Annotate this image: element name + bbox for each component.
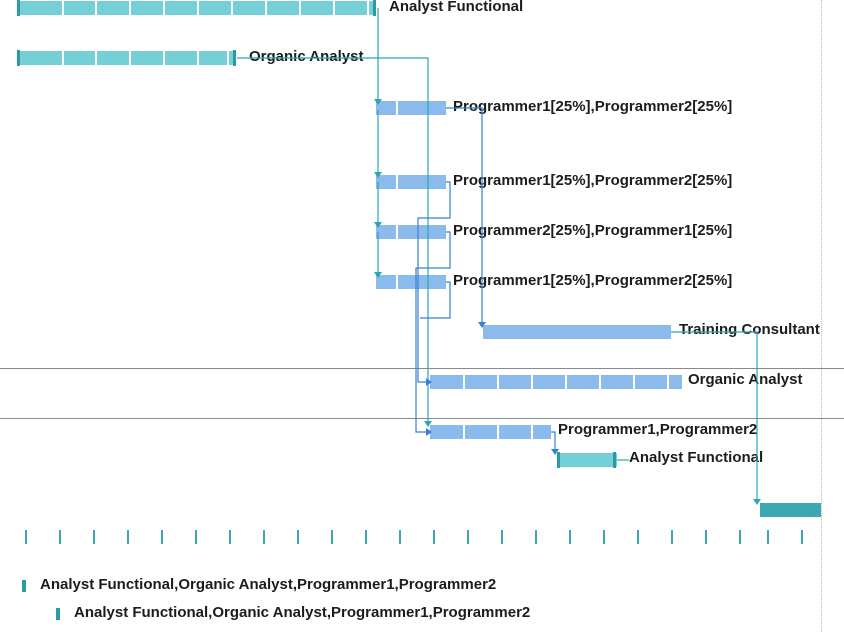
task-label-a: Programmer1[25%],Programmer2[25%]: [453, 98, 733, 115]
timescale-tick: [229, 530, 231, 544]
link-oa-to-programmers: [237, 57, 429, 421]
link-programmers-to-af: [551, 431, 556, 450]
timescale-tick: [161, 530, 163, 544]
timescale-tick: [433, 530, 435, 544]
link-b-to-organic: [417, 181, 451, 383]
today-marker: [821, 0, 822, 632]
timescale-tick: [801, 530, 803, 544]
timescale-tick: [501, 530, 503, 544]
task-label-training: Training Consultant: [679, 321, 820, 338]
timescale-tick: [705, 530, 707, 544]
task-label-organic-analyst-top: Organic Analyst: [249, 48, 364, 65]
timescale-tick: [331, 530, 333, 544]
timescale-tick: [569, 530, 571, 544]
task-label-d: Programmer1[25%],Programmer2[25%]: [453, 272, 733, 289]
timescale-tick: [195, 530, 197, 544]
task-bar-summary-end[interactable]: [760, 503, 821, 517]
timescale-tick: [767, 530, 769, 544]
link-training-to-summary: [671, 331, 758, 500]
timescale-tick: [467, 530, 469, 544]
task-label-programmers: Programmer1,Programmer2: [558, 421, 758, 438]
task-bar-organic-analyst-top[interactable]: [17, 50, 236, 66]
row-divider-top: [0, 368, 844, 369]
task-label-organic-analyst-mid: Organic Analyst: [688, 371, 803, 388]
timescale-tick: [93, 530, 95, 544]
resource-marker: [56, 608, 60, 620]
timescale-tick: [365, 530, 367, 544]
row-divider-bottom: [0, 418, 844, 419]
resource-label-1: Analyst Functional,Organic Analyst,Progr…: [40, 576, 497, 593]
timescale-tick: [263, 530, 265, 544]
timescale-tick: [637, 530, 639, 544]
link-a-to-training: [446, 107, 483, 322]
timescale-tick: [59, 530, 61, 544]
task-label-analyst-functional-mid: Analyst Functional: [629, 449, 764, 466]
timescale-tick: [671, 530, 673, 544]
timescale-tick: [399, 530, 401, 544]
task-bar-organic-analyst-mid[interactable]: [430, 375, 682, 389]
task-bar-analyst-functional-mid[interactable]: [557, 452, 617, 468]
task-label-b: Programmer1[25%],Programmer2[25%]: [453, 172, 733, 189]
task-bar-analyst-functional-top[interactable]: [17, 0, 376, 16]
timescale-tick: [25, 530, 27, 544]
resource-marker: [22, 580, 26, 592]
timescale-tick: [603, 530, 605, 544]
timescale-tick: [535, 530, 537, 544]
resource-label-2: Analyst Functional,Organic Analyst,Progr…: [74, 604, 531, 621]
link-c-to-programmers: [415, 231, 451, 433]
timescale-tick: [297, 530, 299, 544]
task-bar-programmers[interactable]: [430, 425, 551, 439]
task-bar-training[interactable]: [483, 325, 671, 339]
timescale-tick: [127, 530, 129, 544]
task-label-c: Programmer2[25%],Programmer1[25%]: [453, 222, 733, 239]
task-label-analyst-functional-top: Analyst Functional: [389, 0, 524, 15]
timescale-tick: [739, 530, 741, 544]
